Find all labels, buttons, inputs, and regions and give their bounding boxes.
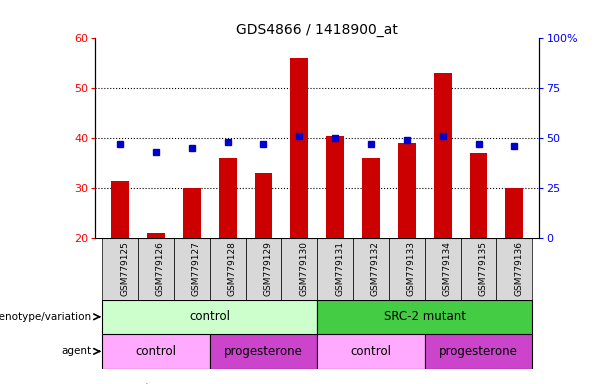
Bar [102,334,210,369]
Bar [281,238,318,300]
Bar [174,238,210,300]
Bar [425,238,460,300]
Bar [398,143,416,238]
Text: progesterone: progesterone [439,345,518,358]
Bar [291,58,308,238]
Text: GSM779125: GSM779125 [120,241,129,296]
Text: GSM779127: GSM779127 [192,241,201,296]
Text: GSM779134: GSM779134 [443,241,452,296]
Text: control: control [135,345,177,358]
Text: GSM779130: GSM779130 [299,241,308,296]
Bar [318,300,532,334]
Bar [246,238,281,300]
Bar [434,73,452,238]
Bar [326,136,344,238]
Text: GSM779132: GSM779132 [371,241,380,296]
Text: control: control [189,310,230,323]
Text: GSM779133: GSM779133 [407,241,416,296]
Text: ■ count: ■ count [107,383,150,384]
Bar [362,158,380,238]
Title: GDS4866 / 1418900_at: GDS4866 / 1418900_at [236,23,398,37]
Bar [505,188,524,238]
Bar [111,180,129,238]
Bar [460,238,497,300]
Text: GSM779136: GSM779136 [514,241,524,296]
Text: GSM779135: GSM779135 [479,241,487,296]
Bar [353,238,389,300]
Text: control: control [351,345,392,358]
Bar [138,238,174,300]
Text: GSM779128: GSM779128 [227,241,237,296]
Bar [254,173,272,238]
Text: agent: agent [62,346,92,356]
Bar [210,334,318,369]
Bar [102,238,138,300]
Text: progesterone: progesterone [224,345,303,358]
Bar [210,238,246,300]
Bar [497,238,532,300]
Bar [219,158,237,238]
Bar [425,334,532,369]
Bar [147,233,165,238]
Bar [470,153,487,238]
Bar [389,238,425,300]
Text: GSM779126: GSM779126 [156,241,165,296]
Text: GSM779131: GSM779131 [335,241,344,296]
Text: GSM779129: GSM779129 [264,241,272,296]
Text: genotype/variation: genotype/variation [0,312,92,322]
Bar [102,300,318,334]
Text: SRC-2 mutant: SRC-2 mutant [384,310,466,323]
Bar [318,334,425,369]
Bar [318,238,353,300]
Bar [183,188,200,238]
